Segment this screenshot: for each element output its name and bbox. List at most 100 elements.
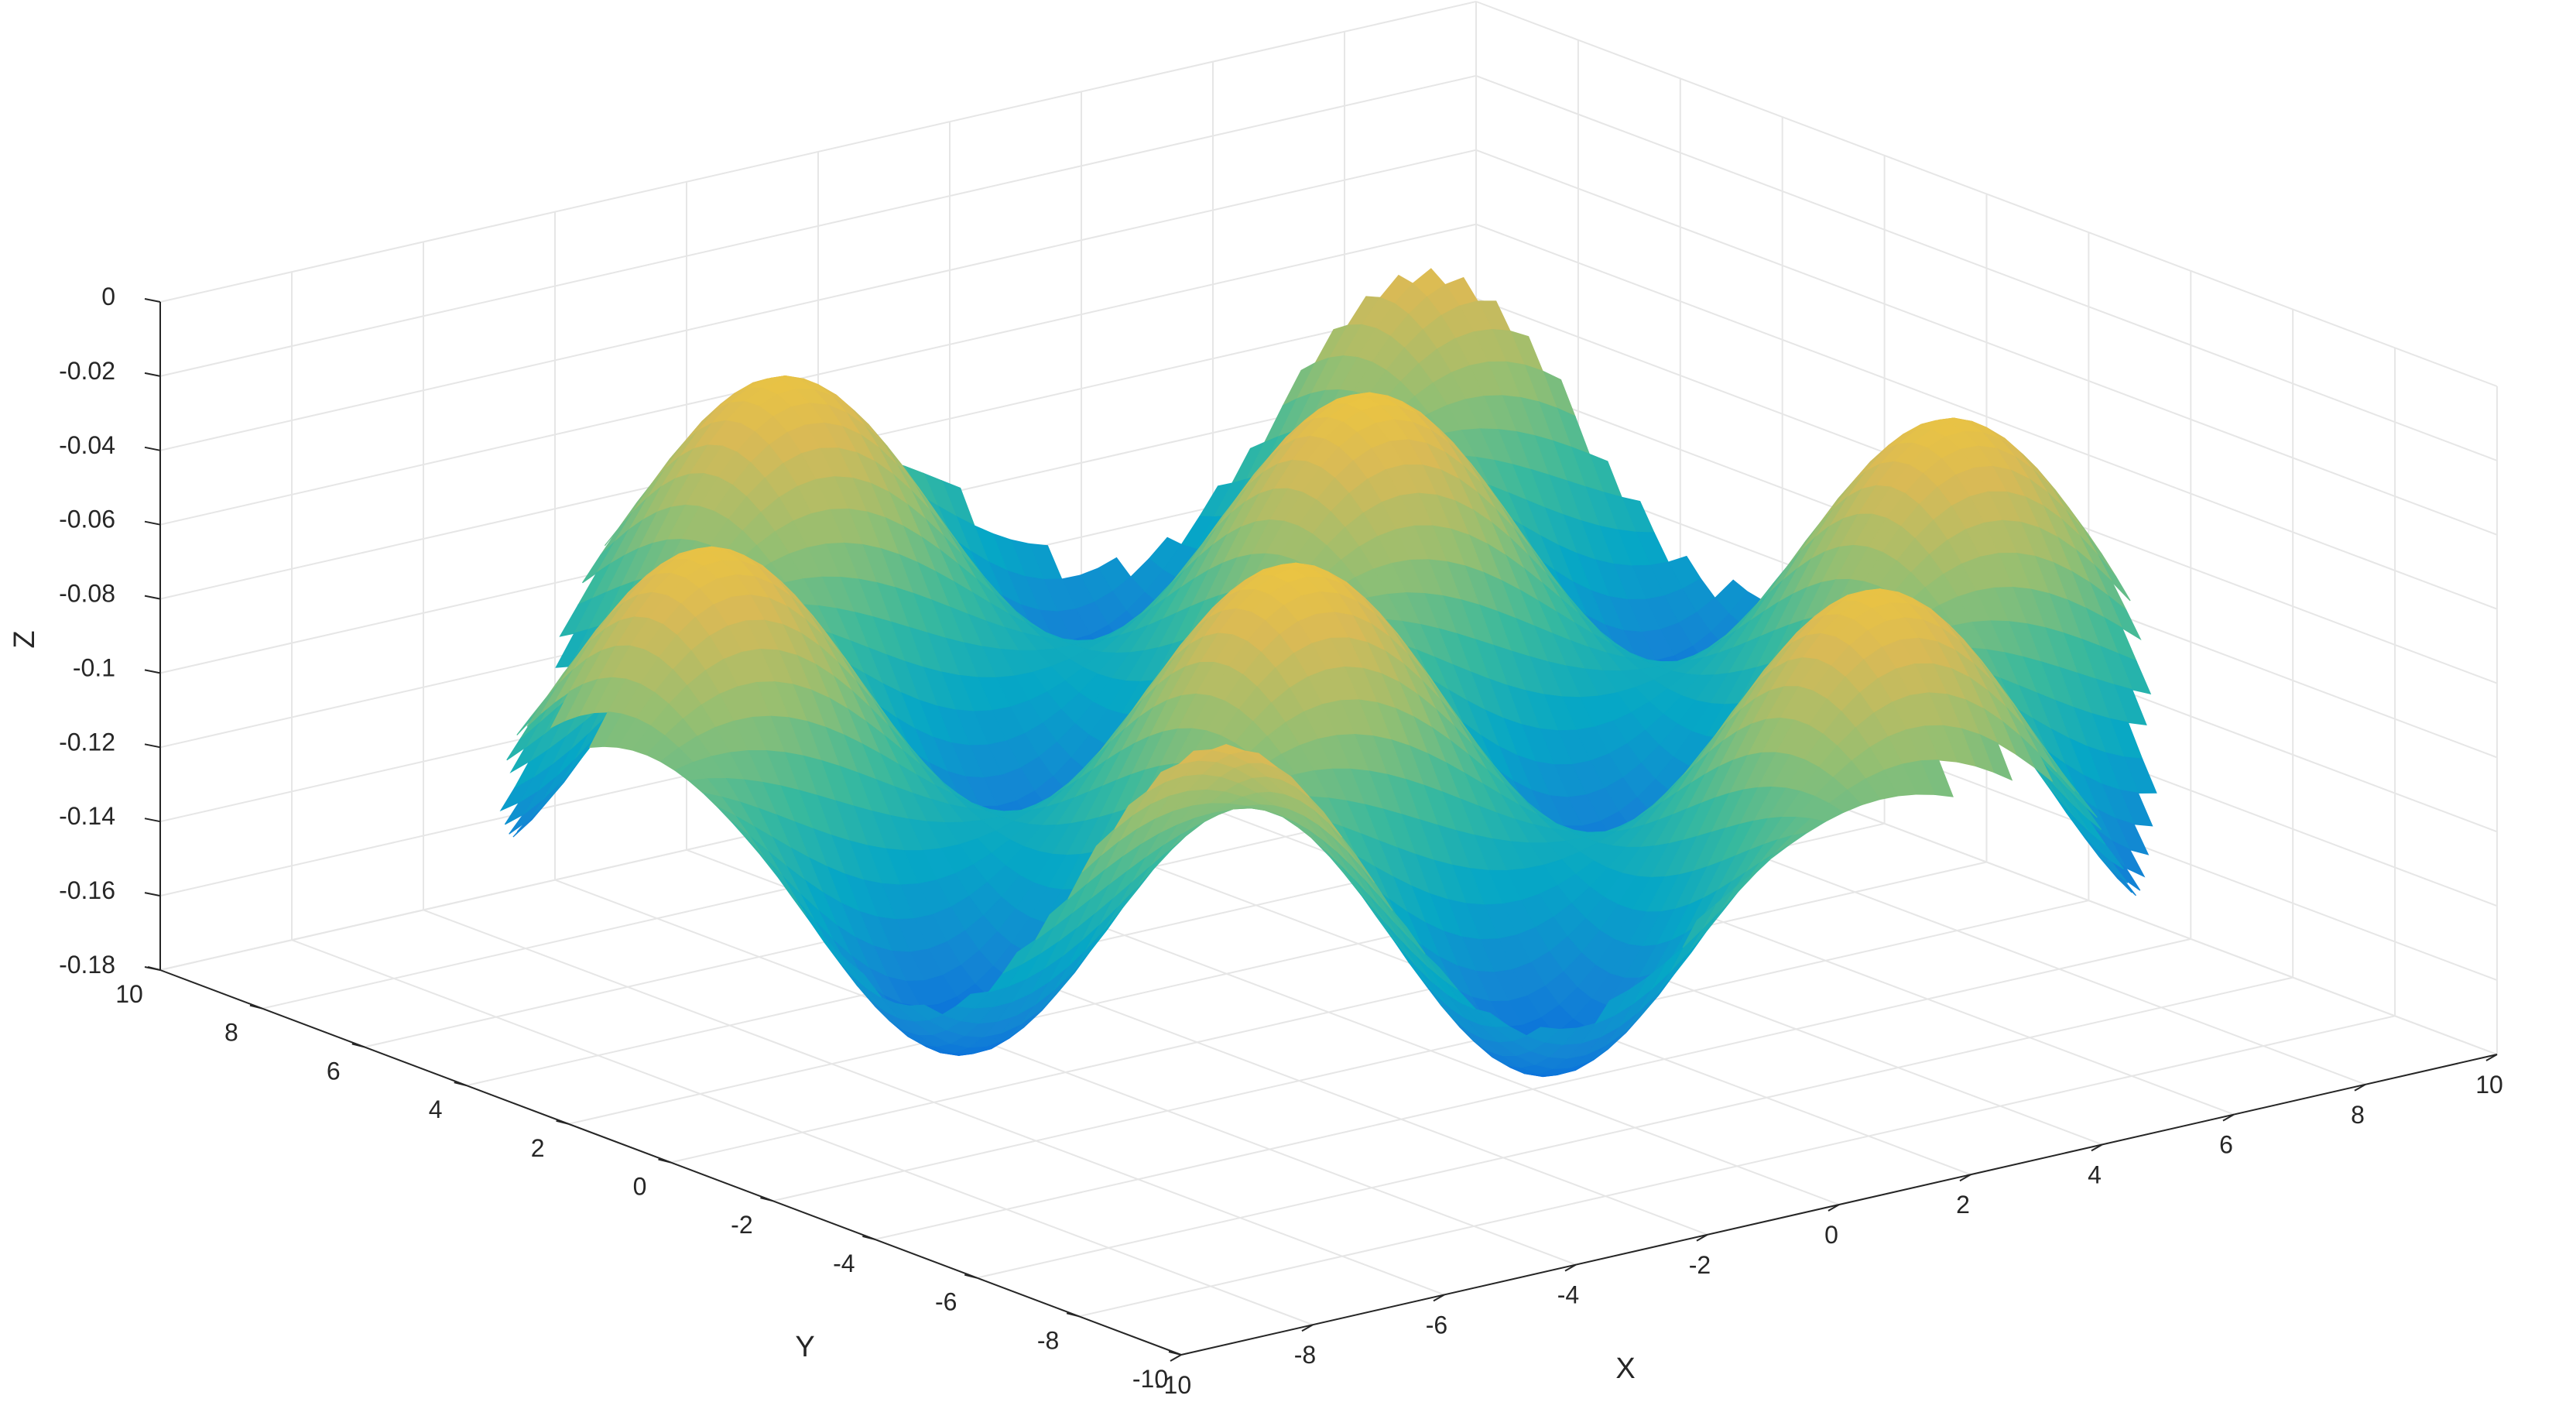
z-tick [144, 372, 161, 377]
y-tick-label: 4 [429, 1095, 443, 1123]
grid-line [1475, 1, 2498, 387]
z-tick-label: -0.08 [59, 580, 115, 608]
y-tick [556, 1119, 569, 1125]
z-axis-label: Z [9, 630, 41, 648]
z-tick [144, 520, 161, 526]
x-axis-label: X [1615, 1352, 1635, 1385]
surface-cell [1114, 790, 1148, 830]
z-tick-label: -0.18 [59, 951, 115, 979]
grid-line [1475, 223, 2498, 610]
z-tick-label: -0.1 [73, 653, 115, 681]
y-tick-label: -6 [935, 1288, 957, 1316]
surface-cell [1525, 1027, 1560, 1043]
surface-cell [848, 962, 882, 999]
z-tick [144, 298, 161, 303]
x-tick [1564, 1263, 1577, 1272]
grid-line [159, 149, 1477, 451]
z-tick [144, 595, 161, 600]
surface-cell [1682, 904, 1716, 948]
z-tick [144, 669, 161, 674]
y-tick [249, 1004, 263, 1010]
surface-cell [908, 1004, 944, 1020]
grid-line [1078, 1015, 2396, 1318]
tick-labels: -10 -8 -6 -4 -2 0 2 4 6 8 10 -10 -8 -6 -4 -2 0 2 4 6 8 10 0 -0.… [59, 283, 2503, 1399]
x-tick-label: -2 [1689, 1251, 1711, 1279]
x-tick-label: -6 [1426, 1311, 1447, 1339]
grid-line [159, 223, 1477, 526]
x-tick [2222, 1113, 2235, 1122]
z-tick [144, 892, 161, 897]
surface-cell [955, 991, 991, 1009]
grid-line [772, 900, 2089, 1202]
surface-cell [1244, 750, 1278, 768]
surface-mesh [499, 268, 2157, 1078]
y-tick [454, 1082, 467, 1087]
x-tick [1828, 1204, 1840, 1212]
surface-cell [773, 870, 807, 917]
y-tick [1066, 1312, 1080, 1318]
y-tick-label: -2 [731, 1211, 752, 1239]
x-tick [1696, 1233, 1708, 1242]
surface-cell [1309, 797, 1343, 838]
surface-cell [1276, 766, 1310, 798]
x-tick-label: 2 [1956, 1191, 1970, 1219]
surface-cell [1392, 910, 1426, 955]
surface-cell [1146, 763, 1180, 792]
z-tick-label: -0.06 [59, 506, 115, 533]
surface-cell [1474, 1008, 1510, 1027]
surface-cell [1177, 749, 1214, 765]
y-tick [964, 1274, 978, 1279]
x-tick-label: 0 [1824, 1221, 1838, 1249]
y-tick-label: -4 [833, 1250, 855, 1277]
y-tick-label: 10 [115, 980, 143, 1008]
z-tick-label: 0 [101, 283, 115, 310]
axes [144, 298, 2498, 1362]
x-tick [2091, 1143, 2103, 1152]
grid-line [670, 861, 1987, 1164]
surface-cell [1594, 989, 1629, 1025]
z-tick [144, 743, 161, 749]
surface-cell [1002, 939, 1036, 975]
x-tick-label: -4 [1557, 1281, 1579, 1309]
grid-line [875, 938, 2191, 1240]
y-tick [862, 1235, 875, 1240]
x-tick [1301, 1324, 1314, 1332]
x-tick [1170, 1354, 1182, 1362]
grid-line [1475, 74, 2498, 461]
grid-line [159, 74, 1477, 377]
y-tick-label: -8 [1037, 1326, 1059, 1354]
y-tick-label: 0 [633, 1173, 647, 1201]
y-tick [351, 1043, 365, 1048]
surface-cell [1341, 837, 1375, 883]
surface-cell [1081, 828, 1115, 872]
grid-line [159, 1, 1477, 303]
z-tick [144, 966, 161, 971]
z-tick [144, 446, 161, 451]
grid-line [1475, 149, 2498, 536]
x-tick-label: 6 [2219, 1131, 2233, 1159]
y-tick-label: 2 [531, 1134, 545, 1162]
z-tick-label: -0.02 [59, 357, 115, 385]
y-tick [760, 1197, 773, 1202]
y-tick [658, 1158, 671, 1164]
y-tick-label: -10 [1132, 1365, 1168, 1393]
x-tick [2354, 1083, 2366, 1092]
x-tick [2485, 1054, 2498, 1061]
z-tick-label: -0.12 [59, 728, 115, 756]
y-axis-label: Y [795, 1331, 814, 1363]
y-tick-label: 8 [224, 1019, 238, 1047]
y-tick-label: 6 [327, 1057, 341, 1085]
y-tick [1168, 1351, 1182, 1356]
z-tick-label: -0.14 [59, 802, 115, 830]
x-tick-label: -10 [1156, 1371, 1191, 1399]
x-tick-label: 10 [2475, 1071, 2503, 1099]
x-tick [1959, 1174, 1971, 1182]
surface-cell [1210, 744, 1247, 755]
x-tick [1433, 1294, 1445, 1302]
surface-cell [1424, 953, 1458, 990]
z-tick-label: -0.16 [59, 876, 115, 904]
z-tick-label: -0.04 [59, 431, 115, 459]
surface-cell [1035, 898, 1069, 941]
